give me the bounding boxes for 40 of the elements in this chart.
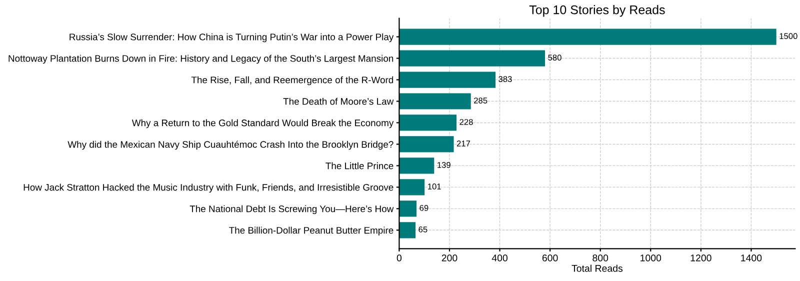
y-tick-label: Why did the Mexican Navy Ship Cuauhtémoc Crash Into the Brooklyn Bridge? bbox=[68, 140, 394, 150]
bar bbox=[399, 158, 434, 174]
bar bbox=[399, 222, 416, 238]
y-tick-label: Why a Return to the Gold Standard Would Break the Economy bbox=[132, 119, 394, 128]
data-label: 1500 bbox=[780, 33, 798, 40]
bar bbox=[399, 72, 496, 88]
data-label: 285 bbox=[474, 98, 488, 104]
x-tick-label: 200 bbox=[442, 254, 458, 262]
x-tick-label: 0 bbox=[396, 254, 402, 262]
y-tick-label: The National Debt Is Screwing You—Here’s How bbox=[190, 205, 394, 214]
y-tick-label: Nottoway Plantation Burns Down in Fire: History and Legacy of the South’s Largest Mansion bbox=[8, 54, 394, 64]
x-tick-label: 400 bbox=[492, 254, 508, 262]
y-tick-label: The Billion-Dollar Peanut Butter Empire bbox=[229, 226, 394, 236]
bar bbox=[399, 93, 471, 110]
chart-title: Top 10 Stories by Reads bbox=[529, 5, 665, 17]
y-tick-label: How Jack Stratton Hacked the Music Industry with Funk, Friends, and Irresistible Groove bbox=[24, 184, 394, 193]
data-label: 228 bbox=[460, 119, 473, 125]
x-tick-label: 1000 bbox=[640, 254, 662, 262]
y-tick-label: The Death of Moore’s Law bbox=[283, 98, 394, 105]
bar bbox=[399, 179, 425, 196]
x-tick-label: 800 bbox=[592, 254, 608, 262]
data-label: 217 bbox=[456, 140, 470, 146]
y-tick-label: Russia’s Slow Surrender: How China is Turning Putin’s War into a Power Play bbox=[70, 33, 394, 42]
x-axis-title: Total Reads bbox=[572, 264, 623, 272]
x-tick-label: 600 bbox=[542, 254, 558, 262]
x-tick-label: 1200 bbox=[690, 254, 712, 262]
bar bbox=[399, 200, 417, 217]
data-label: 69 bbox=[420, 205, 428, 211]
data-label: 580 bbox=[548, 54, 562, 61]
y-tick-label: The Little Prince bbox=[326, 162, 394, 170]
bar bbox=[399, 50, 546, 66]
bar bbox=[399, 136, 454, 152]
bar bbox=[399, 114, 457, 131]
data-label: 383 bbox=[498, 76, 512, 82]
y-tick-label: The Rise, Fall, and Reemergence of the R-Word bbox=[191, 76, 394, 86]
data-label: 139 bbox=[438, 162, 450, 168]
bar bbox=[399, 28, 776, 45]
data-label: 101 bbox=[428, 184, 441, 190]
data-label: 65 bbox=[418, 226, 428, 232]
x-tick-label: 1400 bbox=[741, 254, 762, 262]
